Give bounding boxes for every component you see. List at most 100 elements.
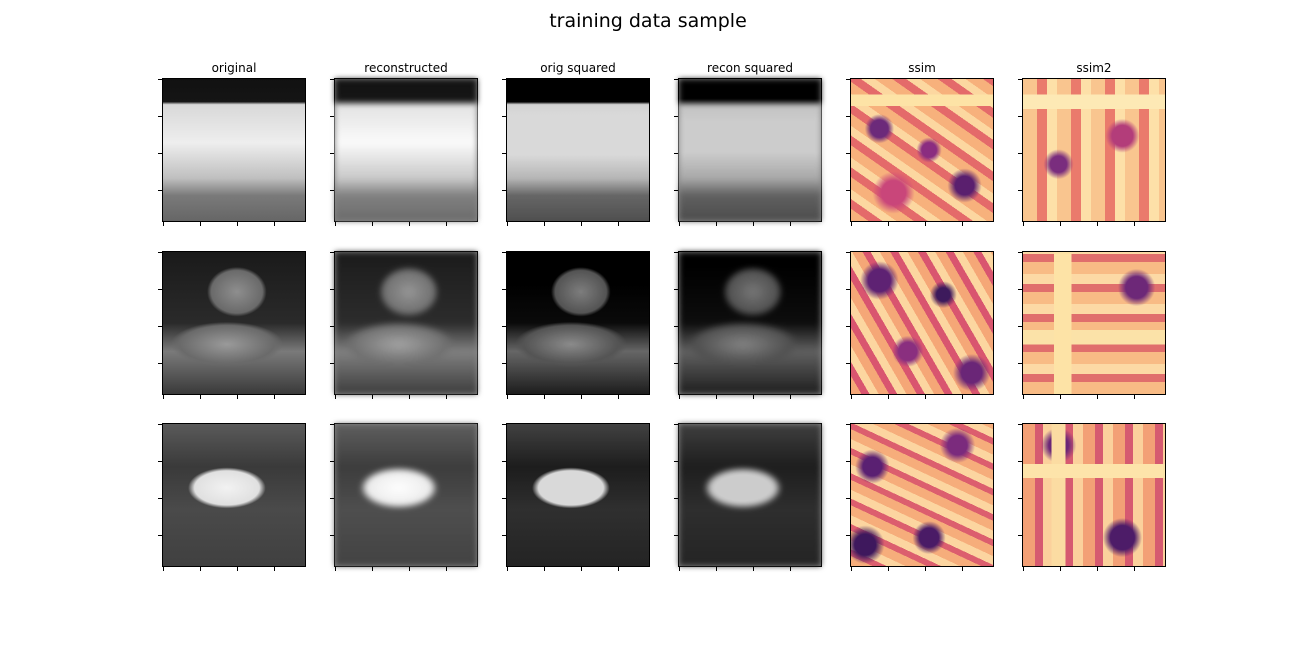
x-tick <box>237 222 238 226</box>
panel-lizard-reconstructed <box>330 251 478 399</box>
x-tick <box>679 567 680 571</box>
y-tick <box>502 190 506 191</box>
y-tick <box>330 289 334 290</box>
panel-lamb-reconstructed <box>330 423 478 571</box>
y-tick <box>1018 498 1022 499</box>
y-tick <box>1018 326 1022 327</box>
y-tick <box>158 252 162 253</box>
y-tick <box>502 289 506 290</box>
y-tick <box>330 424 334 425</box>
panel-helicopter-ssim2 <box>1018 78 1166 226</box>
x-tick <box>163 222 164 226</box>
y-tick <box>502 461 506 462</box>
y-tick <box>1018 535 1022 536</box>
x-tick <box>1060 222 1061 226</box>
ssim-map-image <box>851 79 993 221</box>
y-tick <box>330 116 334 117</box>
ssim-map-image <box>1023 424 1165 566</box>
x-tick <box>1023 567 1024 571</box>
panel-lizard-recon-squared <box>674 251 822 399</box>
x-tick <box>888 395 889 399</box>
y-tick <box>674 424 678 425</box>
grayscale-image <box>507 424 649 566</box>
y-tick <box>502 79 506 80</box>
x-tick <box>716 567 717 571</box>
y-tick <box>846 153 850 154</box>
x-tick <box>925 395 926 399</box>
x-tick <box>1134 222 1135 226</box>
y-tick <box>674 252 678 253</box>
y-tick <box>674 153 678 154</box>
grayscale-image <box>163 252 305 394</box>
panel-helicopter-original <box>158 78 306 226</box>
y-tick <box>846 289 850 290</box>
col-title-original: original <box>211 61 257 75</box>
y-tick <box>330 190 334 191</box>
x-tick <box>200 567 201 571</box>
y-tick <box>846 535 850 536</box>
grayscale-image <box>507 252 649 394</box>
y-tick <box>1018 363 1022 364</box>
x-tick <box>446 395 447 399</box>
y-tick <box>330 535 334 536</box>
x-tick <box>962 395 963 399</box>
grayscale-image <box>163 424 305 566</box>
y-tick <box>846 252 850 253</box>
x-tick <box>409 567 410 571</box>
x-tick <box>237 567 238 571</box>
grayscale-image <box>335 79 477 221</box>
x-tick <box>581 395 582 399</box>
x-tick <box>446 222 447 226</box>
ssim-map-image <box>1023 252 1165 394</box>
y-tick <box>158 498 162 499</box>
y-tick <box>158 424 162 425</box>
grayscale-image <box>679 424 821 566</box>
y-tick <box>158 116 162 117</box>
y-tick <box>158 461 162 462</box>
panel-lamb-orig-squared <box>502 423 650 571</box>
x-tick <box>618 395 619 399</box>
x-tick <box>372 567 373 571</box>
grayscale-image <box>679 79 821 221</box>
y-tick <box>846 498 850 499</box>
x-tick <box>409 222 410 226</box>
col-title-orig-squared: orig squared <box>540 61 616 75</box>
col-title-recon-squared: recon squared <box>707 61 793 75</box>
x-tick <box>544 567 545 571</box>
panel-helicopter-orig-squared <box>502 78 650 226</box>
x-tick <box>409 395 410 399</box>
ssim-map-image <box>851 252 993 394</box>
y-tick <box>846 190 850 191</box>
x-tick <box>851 395 852 399</box>
x-tick <box>1134 567 1135 571</box>
y-tick <box>674 79 678 80</box>
y-tick <box>502 424 506 425</box>
x-tick <box>925 222 926 226</box>
x-tick <box>790 567 791 571</box>
x-tick <box>163 567 164 571</box>
y-tick <box>674 116 678 117</box>
x-tick <box>1134 395 1135 399</box>
panel-lizard-ssim <box>846 251 994 399</box>
x-tick <box>163 395 164 399</box>
x-tick <box>753 222 754 226</box>
y-tick <box>502 116 506 117</box>
y-tick <box>330 363 334 364</box>
x-tick <box>1060 567 1061 571</box>
x-tick <box>962 222 963 226</box>
panel-lamb-recon-squared <box>674 423 822 571</box>
x-tick <box>335 395 336 399</box>
x-tick <box>790 395 791 399</box>
col-title-reconstructed: reconstructed <box>364 61 448 75</box>
panel-helicopter-ssim <box>846 78 994 226</box>
y-tick <box>1018 461 1022 462</box>
y-tick <box>846 326 850 327</box>
y-tick <box>330 79 334 80</box>
y-tick <box>846 363 850 364</box>
y-tick <box>1018 190 1022 191</box>
y-tick <box>330 498 334 499</box>
x-tick <box>1023 222 1024 226</box>
x-tick <box>200 395 201 399</box>
panel-lizard-original <box>158 251 306 399</box>
y-tick <box>846 116 850 117</box>
